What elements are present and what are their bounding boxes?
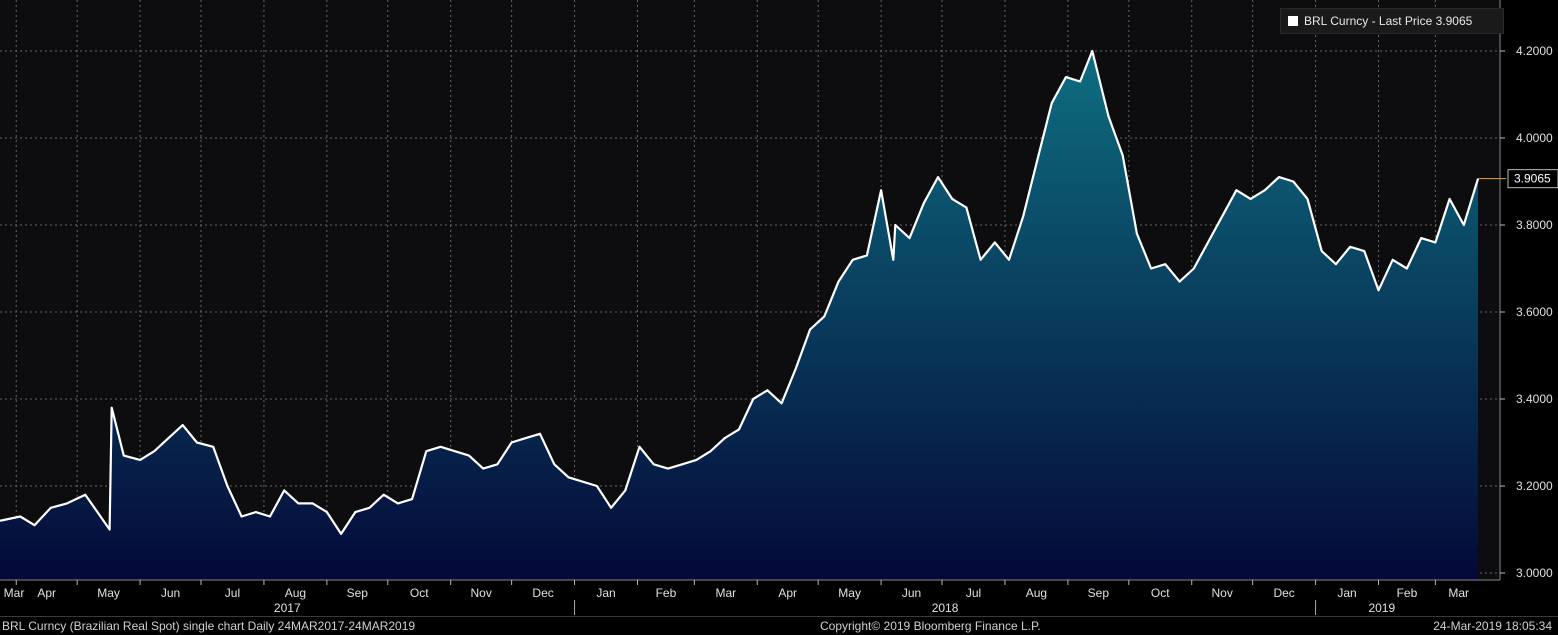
x-tick-label: May [838,586,861,600]
y-axis: 3.0000 3.2000 3.4000 3.6000 3.8000 4.0000 4.20… [1500,0,1558,580]
y-tick-label: 3.2000 [1516,479,1553,493]
x-tick-label: Jan [1337,586,1356,600]
x-tick-label: Sep [347,586,369,600]
y-tick-label: 4.2000 [1516,44,1553,58]
x-tick-label: Oct [410,586,429,600]
legend-swatch [1288,16,1298,26]
x-tick-label: Aug [1026,586,1047,600]
x-tick-label: Oct [1151,586,1170,600]
x-tick-label: May [97,586,120,600]
x-tick-label: Feb [1397,586,1418,600]
y-tick-label: 3.4000 [1516,392,1553,406]
x-tick-label: Dec [1273,586,1294,600]
x-tick-label: Mar [1448,586,1469,600]
x-axis: Mar Apr May Jun Jul Aug Sep Oct Nov Dec Jan Feb Mar A… [0,580,1500,615]
x-tick-label: Jun [161,586,180,600]
footer-description: BRL Curncy (Brazilian Real Spot) single … [2,619,415,633]
x-tick-label: Mar [715,586,736,600]
legend-label: BRL Curncy - Last Price 3.9065 [1304,14,1472,28]
x-tick-label: Jul [966,586,981,600]
footer-copyright: Copyright© 2019 Bloomberg Finance L.P. [820,619,1041,633]
y-tick-label: 4.0000 [1516,131,1553,145]
legend: BRL Curncy - Last Price 3.9065 [1280,8,1504,34]
y-tick-label: 3.6000 [1516,305,1553,319]
x-tick-label: Jun [902,586,921,600]
x-tick-label: Jan [596,586,615,600]
last-value-label: 3.9065 [1514,172,1551,186]
x-tick-label: Sep [1088,586,1110,600]
x-tick-label: Nov [1212,586,1233,600]
price-chart: 3.0000 3.2000 3.4000 3.6000 3.8000 4.0000 4.20… [0,0,1558,616]
footer-bar: BRL Curncy (Brazilian Real Spot) single … [0,616,1558,635]
x-year-label: 2017 [274,601,301,615]
x-year-label: 2018 [932,601,959,615]
x-tick-label: Nov [470,586,491,600]
x-tick-label: Aug [285,586,306,600]
x-tick-label: Apr [37,586,56,600]
x-tick-label: Dec [532,586,553,600]
x-tick-label: Apr [778,586,797,600]
y-tick-label: 3.0000 [1516,566,1553,580]
x-year-label: 2019 [1368,601,1395,615]
y-tick-label: 3.8000 [1516,218,1553,232]
x-tick-label: Mar [4,586,25,600]
x-tick-label: Jul [225,586,240,600]
x-tick-label: Feb [656,586,677,600]
footer-timestamp: 24-Mar-2019 18:05:34 [1433,619,1552,633]
